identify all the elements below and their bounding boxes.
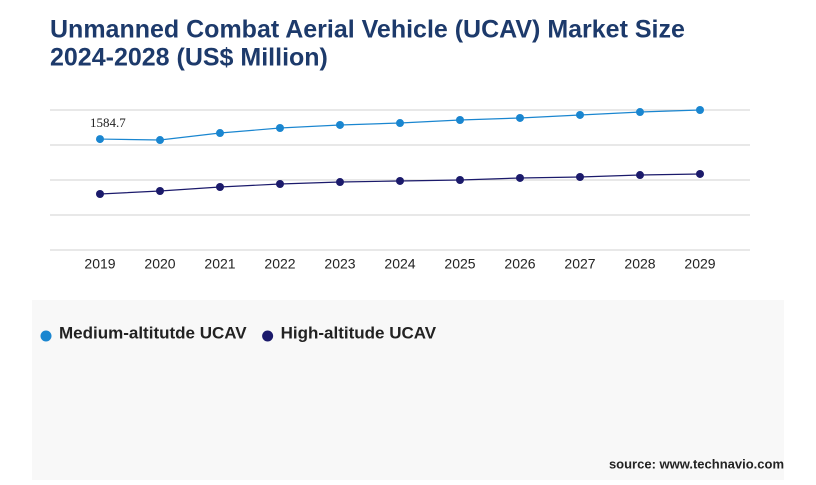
data-point	[156, 136, 164, 145]
x-tick-label: 2028	[624, 256, 655, 272]
data-point	[456, 176, 464, 184]
x-tick-label: 2022	[264, 256, 295, 272]
data-point	[516, 173, 524, 182]
data-point	[216, 183, 224, 191]
data-point	[156, 186, 164, 195]
legend-label: Medium-altitutde UCAV	[59, 323, 247, 342]
data-point	[516, 113, 524, 122]
data-point	[636, 108, 644, 117]
chart-title: Unmanned Combat Aerial Vehicle (UCAV) Ma…	[50, 16, 685, 44]
x-tick-label: 2020	[144, 256, 175, 272]
x-tick-label: 2023	[324, 256, 355, 272]
data-point	[396, 119, 404, 128]
x-tick-label: 2024	[384, 256, 415, 272]
data-point	[396, 176, 404, 185]
data-point	[276, 179, 284, 188]
data-point	[456, 116, 464, 125]
x-tick-label: 2026	[504, 256, 535, 272]
data-point	[96, 135, 104, 144]
data-point	[336, 120, 344, 129]
x-tick-label: 2019	[84, 256, 115, 272]
x-tick-label: 2021	[204, 256, 235, 272]
data-point	[696, 169, 704, 178]
source: source: www.technavio.com	[609, 456, 784, 471]
data-point	[576, 172, 584, 181]
footer-panel	[32, 300, 784, 480]
data-point	[336, 178, 344, 187]
x-tick-label: 2029	[684, 256, 715, 272]
data-point	[576, 110, 584, 119]
legend-label: High-altitude UCAV	[281, 323, 437, 342]
data-point	[636, 171, 644, 180]
data-point	[696, 106, 704, 114]
chart-subtitle: 2024-2028 (US$ Million)	[50, 44, 328, 72]
x-tick-label: 2025	[444, 256, 475, 272]
legend-marker	[40, 330, 52, 342]
data-point	[216, 129, 224, 138]
x-tick-label: 2027	[564, 256, 595, 272]
legend-marker	[262, 330, 274, 342]
data-label: 1584.7	[90, 115, 126, 130]
data-point	[96, 190, 104, 198]
data-point	[276, 123, 284, 132]
